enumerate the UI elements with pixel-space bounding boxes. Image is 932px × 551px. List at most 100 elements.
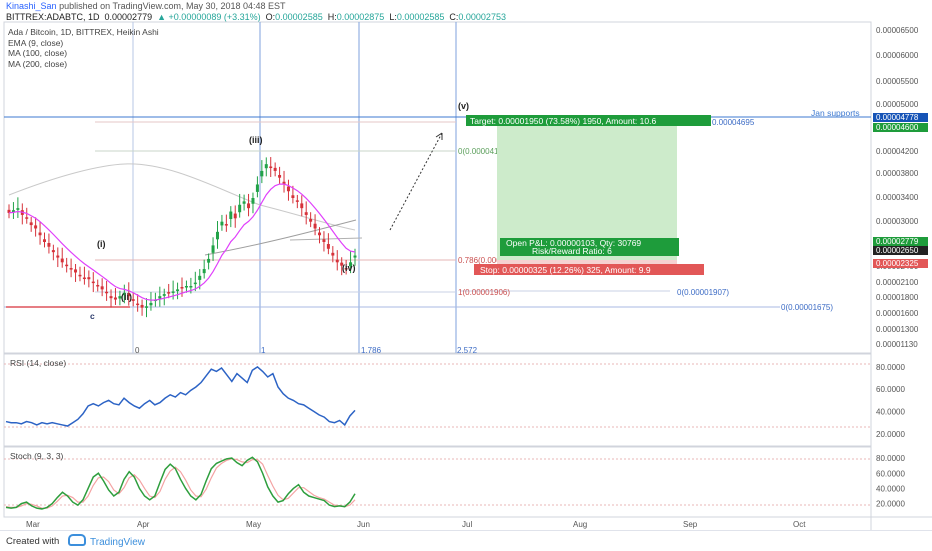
wave-label-v: (v) xyxy=(458,101,469,111)
candle xyxy=(295,194,299,209)
candle xyxy=(11,202,15,219)
stoch-d-line xyxy=(5,458,356,509)
close-label: C: xyxy=(449,12,459,22)
candle xyxy=(282,170,286,193)
candle xyxy=(69,258,73,278)
rsi-axis-tick: 20.0000 xyxy=(876,430,905,439)
time-axis-tick: Apr xyxy=(137,520,150,529)
candle xyxy=(158,286,162,307)
moving-averages xyxy=(8,163,363,256)
fib-level-1: 1(0.00001906) xyxy=(458,288,510,297)
price-axis-tick: 0.00004200 xyxy=(876,147,919,156)
candle xyxy=(278,166,282,185)
rsi-pane-border xyxy=(3,353,872,447)
legend-ema[interactable]: EMA (9, close) xyxy=(8,37,64,48)
candle xyxy=(309,212,313,228)
header: Kinashi_San published on TradingView.com… xyxy=(0,0,932,24)
candle xyxy=(193,271,197,292)
price-tag-last: 0.00002779 xyxy=(876,237,919,246)
wave-label-i: (i) xyxy=(97,239,106,249)
candle xyxy=(82,266,86,285)
candle xyxy=(100,278,104,297)
candle xyxy=(322,231,326,252)
open-value: 0.00002585 xyxy=(275,12,323,22)
created-with-text: Created with xyxy=(6,536,60,547)
candle xyxy=(136,294,140,312)
candle xyxy=(122,284,126,304)
tradingview-brand[interactable]: TradingView xyxy=(68,534,145,548)
wave-label-iv: (iv) xyxy=(342,263,356,273)
candle xyxy=(60,247,64,268)
legend-ma200[interactable]: MA (200, close) xyxy=(8,58,68,69)
price-axis-tick: 0.00005000 xyxy=(876,100,919,109)
price-axis-tick: 0.00001130 xyxy=(876,340,918,349)
price-tag-entry: 0.00002650 xyxy=(876,246,919,255)
low-label: L: xyxy=(389,12,397,22)
chart-canvas[interactable]: 0 1 1.786 2.572 Jan supports 0(0.0000418… xyxy=(0,0,932,530)
fib-time-zones[interactable]: 0 1 1.786 2.572 xyxy=(132,22,478,355)
candle xyxy=(96,279,100,292)
rsi-label[interactable]: RSI (14, close) xyxy=(10,358,67,368)
candle xyxy=(344,259,348,275)
candle xyxy=(211,237,215,261)
time-axis-tick: Sep xyxy=(683,520,698,529)
candle xyxy=(113,288,117,305)
price-axis-tick: 0.00006000 xyxy=(876,51,919,60)
candle xyxy=(273,162,277,177)
candle xyxy=(47,233,51,254)
time-axis[interactable]: Mar Apr May Jun Jul Aug Sep Oct xyxy=(26,520,806,529)
price-axis-tick: 0.00001300 xyxy=(876,325,919,334)
price-axis-tick: 0.00003800 xyxy=(876,169,919,178)
candle xyxy=(78,266,82,282)
fib-retracement[interactable]: 0(0.00004184) 0.786(0.00002393) 1(0.0000… xyxy=(4,118,833,312)
candle xyxy=(184,280,188,293)
stop-box xyxy=(474,264,704,275)
jan-supports-label: Jan supports xyxy=(811,108,860,118)
ema-polyline xyxy=(8,183,356,301)
profit-zone xyxy=(497,120,677,260)
header-quote-line: BITTREX:ADABTC, 1D 0.00002779 ▲ +0.00000… xyxy=(6,12,506,22)
projection-arrow[interactable] xyxy=(389,132,443,231)
candle xyxy=(25,207,29,224)
fib-time-label-1786: 1.786 xyxy=(361,346,382,355)
published-text: published on TradingView.com, May 30, 20… xyxy=(59,1,286,11)
candle xyxy=(331,246,335,263)
candle xyxy=(16,197,20,218)
ma-extension xyxy=(289,237,363,241)
ma100-line xyxy=(8,163,356,231)
elliott-wave-labels[interactable]: c (i) (ii) (iii) (iv) (v) xyxy=(90,101,469,321)
price-axis[interactable]: 0.00006500 0.00006000 0.00005500 0.00005000… xyxy=(876,26,919,349)
candle xyxy=(242,194,246,211)
candle xyxy=(167,283,171,299)
legend-ma100[interactable]: MA (100, close) xyxy=(8,48,68,58)
price-axis-tick: 0.00001600 xyxy=(876,309,919,318)
author-link[interactable]: Kinashi_San xyxy=(6,1,57,11)
candle xyxy=(176,282,180,300)
candle xyxy=(220,214,224,231)
time-axis-tick: Mar xyxy=(26,520,40,529)
candle xyxy=(286,179,290,201)
wave-label-c: c xyxy=(90,311,95,321)
rsi-axis-tick: 40.0000 xyxy=(876,408,905,417)
long-position-tool[interactable]: Target: 0.00001950 (73.58%) 1950, Amount… xyxy=(466,115,711,275)
stoch-pane[interactable]: 80.0000 60.0000 40.0000 20.0000 xyxy=(4,454,905,510)
rsi-pane[interactable]: 80.0000 60.0000 40.0000 20.0000 xyxy=(4,363,905,439)
price-axis-tick: 0.00005500 xyxy=(876,77,919,86)
candle xyxy=(326,233,330,255)
stoch-axis-tick: 60.0000 xyxy=(876,469,905,478)
time-axis-tick: Aug xyxy=(573,520,587,529)
fib-level-0786: 0.786(0.00002393) xyxy=(458,256,526,265)
candle xyxy=(202,259,206,279)
candle xyxy=(291,185,295,204)
footer: Created with TradingView xyxy=(0,530,932,551)
candle xyxy=(87,270,91,288)
wave-label-iii: (iii) xyxy=(249,135,263,145)
candle xyxy=(42,232,46,248)
stoch-label[interactable]: Stoch (9, 3, 3) xyxy=(10,451,64,461)
stoch-pane-border xyxy=(3,446,872,518)
price-axis-tick: 0.00002100 xyxy=(876,278,919,287)
rsi-axis-tick: 80.0000 xyxy=(876,363,905,372)
candle xyxy=(304,201,308,225)
candle xyxy=(215,221,219,249)
low-value: 0.00002585 xyxy=(396,12,445,22)
